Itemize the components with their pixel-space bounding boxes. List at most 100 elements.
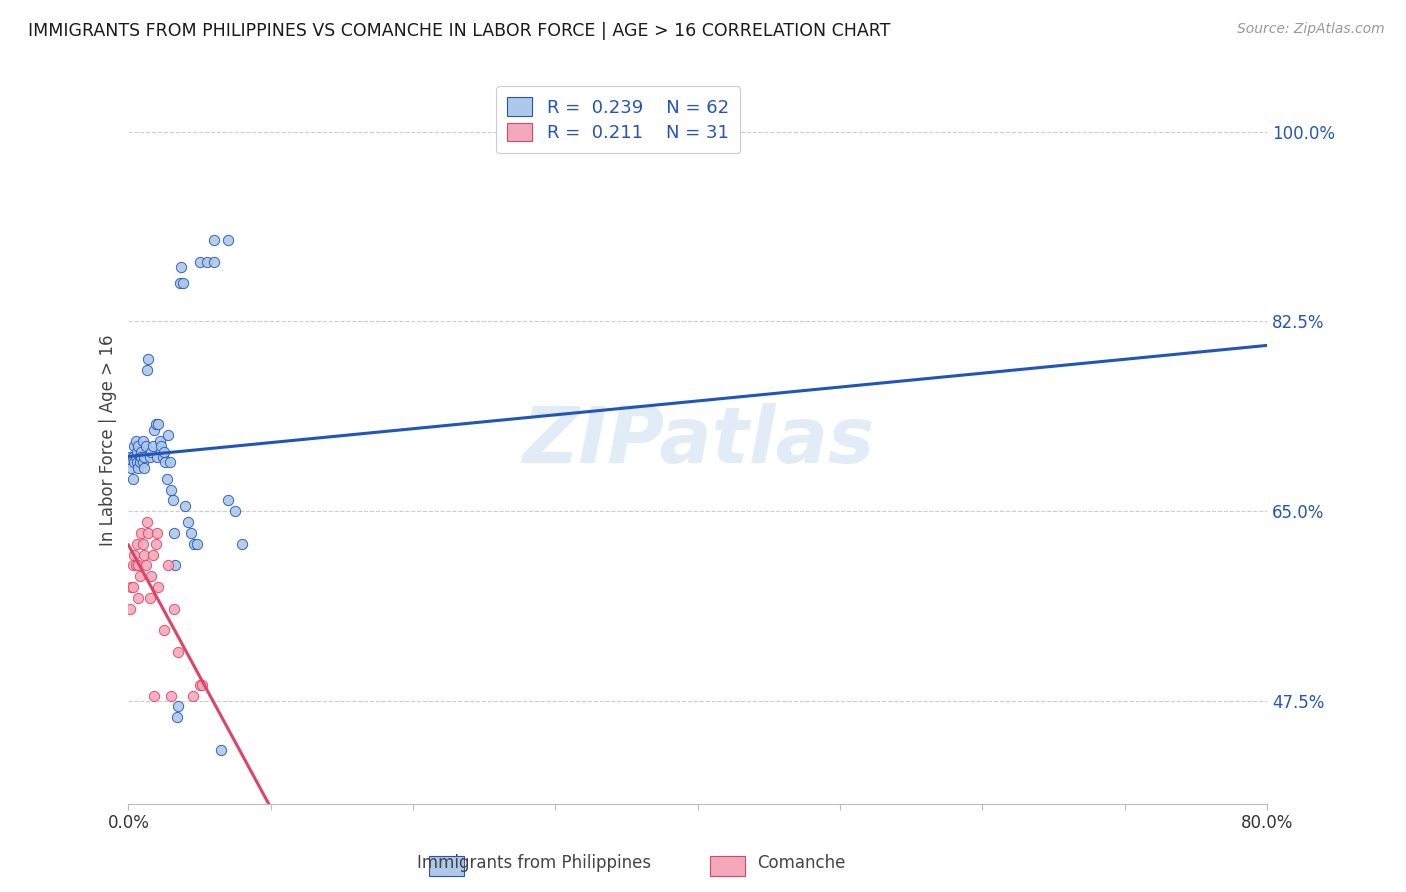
- Point: [150, 439, 173, 453]
- Point: [148, 417, 170, 432]
- Point: [134, 450, 156, 464]
- Point: [125, 537, 148, 551]
- Point: [124, 450, 146, 464]
- Point: [128, 450, 150, 464]
- Point: [167, 699, 190, 714]
- Text: Source: ZipAtlas.com: Source: ZipAtlas.com: [1237, 22, 1385, 37]
- Point: [118, 602, 141, 616]
- Point: [142, 439, 165, 453]
- Point: [143, 689, 166, 703]
- Point: [121, 558, 143, 573]
- Legend: R =  0.239    N = 62, R =  0.211    N = 31: R = 0.239 N = 62, R = 0.211 N = 31: [496, 87, 740, 153]
- Point: [122, 548, 145, 562]
- Point: [138, 525, 160, 540]
- Point: [180, 525, 202, 540]
- Point: [157, 428, 180, 442]
- Y-axis label: In Labor Force | Age > 16: In Labor Force | Age > 16: [100, 335, 117, 547]
- Point: [141, 569, 163, 583]
- Point: [174, 499, 197, 513]
- Point: [162, 493, 184, 508]
- Point: [121, 450, 143, 464]
- Point: [131, 434, 153, 448]
- Point: [149, 434, 172, 448]
- Point: [138, 352, 160, 367]
- Point: [128, 455, 150, 469]
- Point: [217, 493, 239, 508]
- Point: [131, 537, 153, 551]
- Point: [120, 460, 142, 475]
- Point: [135, 439, 157, 453]
- Text: IMMIGRANTS FROM PHILIPPINES VS COMANCHE IN LABOR FORCE | AGE > 16 CORRELATION CH: IMMIGRANTS FROM PHILIPPINES VS COMANCHE …: [28, 22, 890, 40]
- Point: [160, 483, 183, 497]
- Point: [120, 580, 142, 594]
- Point: [136, 363, 159, 377]
- Point: [134, 548, 156, 562]
- Point: [177, 515, 200, 529]
- Point: [125, 444, 148, 458]
- Point: [127, 439, 149, 453]
- Point: [143, 423, 166, 437]
- Point: [127, 591, 149, 605]
- Point: [145, 537, 167, 551]
- Point: [120, 455, 142, 469]
- Point: [166, 710, 188, 724]
- Point: [146, 525, 169, 540]
- Point: [167, 645, 190, 659]
- Point: [127, 460, 149, 475]
- Point: [159, 455, 181, 469]
- Point: [163, 525, 186, 540]
- Point: [134, 460, 156, 475]
- Point: [183, 537, 205, 551]
- Point: [157, 558, 180, 573]
- Point: [195, 254, 218, 268]
- Point: [142, 548, 165, 562]
- Point: [146, 450, 169, 464]
- Point: [156, 472, 179, 486]
- Point: [135, 558, 157, 573]
- Point: [124, 558, 146, 573]
- Point: [191, 678, 214, 692]
- Point: [129, 525, 152, 540]
- Point: [136, 515, 159, 529]
- Point: [148, 580, 170, 594]
- Point: [139, 450, 162, 464]
- Point: [145, 417, 167, 432]
- Point: [125, 455, 148, 469]
- Point: [124, 434, 146, 448]
- Point: [122, 455, 145, 469]
- Point: [163, 602, 186, 616]
- Point: [155, 455, 177, 469]
- Point: [121, 580, 143, 594]
- Point: [186, 537, 208, 551]
- Point: [172, 277, 194, 291]
- Text: Immigrants from Philippines: Immigrants from Philippines: [418, 855, 651, 872]
- Point: [169, 277, 191, 291]
- Text: ZIPatlas: ZIPatlas: [522, 402, 873, 479]
- Point: [122, 439, 145, 453]
- Point: [131, 455, 153, 469]
- Point: [152, 450, 174, 464]
- Point: [170, 260, 193, 275]
- Point: [209, 743, 232, 757]
- Point: [129, 444, 152, 458]
- Point: [139, 591, 162, 605]
- Point: [181, 689, 204, 703]
- Point: [224, 504, 246, 518]
- Point: [188, 254, 211, 268]
- Point: [217, 233, 239, 247]
- Point: [202, 254, 225, 268]
- Point: [165, 558, 187, 573]
- Point: [128, 569, 150, 583]
- Point: [141, 444, 163, 458]
- Point: [153, 444, 176, 458]
- Point: [153, 624, 176, 638]
- Point: [129, 450, 152, 464]
- Point: [127, 558, 149, 573]
- Point: [188, 678, 211, 692]
- Point: [121, 472, 143, 486]
- Point: [160, 689, 183, 703]
- Point: [202, 233, 225, 247]
- Point: [231, 537, 253, 551]
- Point: [118, 450, 141, 464]
- Text: Comanche: Comanche: [758, 855, 845, 872]
